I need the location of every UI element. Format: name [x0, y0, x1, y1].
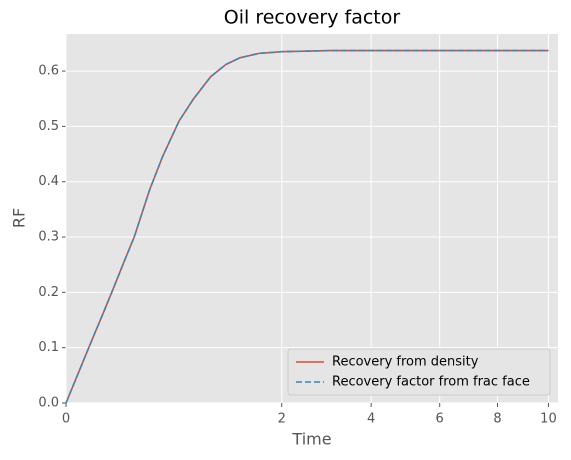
legend-label: Recovery factor from frac face: [332, 375, 530, 390]
y-tick-label: 0.6: [38, 64, 59, 79]
y-tick-label: 0.2: [38, 285, 59, 300]
data-line: [65, 49, 549, 404]
legend-label: Recovery from density: [332, 355, 479, 370]
y-tick-label: 0.0: [38, 396, 59, 411]
x-tick-label: 0: [62, 412, 70, 427]
y-tick-label: 0.5: [38, 119, 59, 134]
x-tick-label: 2: [278, 412, 286, 427]
x-tick-label: 8: [493, 412, 501, 427]
x-tick-label: 6: [436, 412, 444, 427]
y-tick-label: 0.4: [38, 174, 59, 189]
x-tick-label: 4: [367, 412, 375, 427]
chart-title: Oil recovery factor: [224, 7, 401, 29]
x-tick-label: 10: [540, 412, 557, 427]
x-axis-label: Time: [291, 430, 331, 449]
y-tick-label: 0.1: [38, 340, 59, 355]
y-tick-label: 0.3: [38, 230, 59, 245]
plot-area: [66, 34, 558, 403]
y-axis-label: RF: [10, 208, 29, 228]
legend-box: [287, 348, 551, 396]
